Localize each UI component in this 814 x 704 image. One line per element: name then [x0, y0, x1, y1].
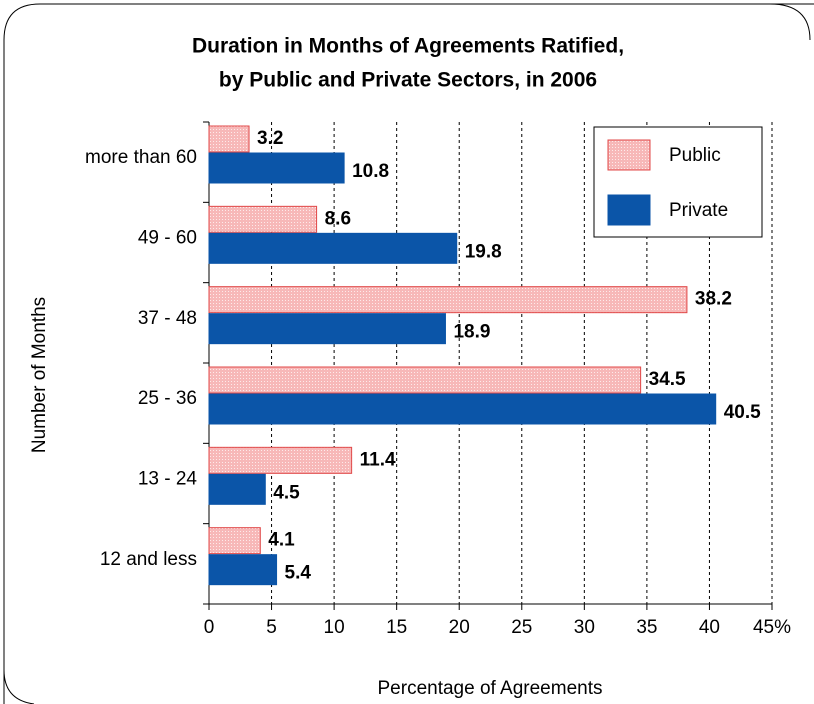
bar	[208, 286, 688, 314]
value-label: 34.5	[649, 369, 686, 390]
bar	[208, 527, 261, 555]
value-label: 11.4	[360, 449, 396, 470]
y-tick-label: 25 - 36	[138, 388, 197, 409]
bar	[208, 313, 446, 345]
x-tick-label: 35	[636, 617, 657, 638]
y-tick-label: 49 - 60	[138, 228, 197, 249]
bar	[208, 152, 345, 184]
legend-swatch	[607, 139, 651, 171]
y-tick-label: 12 and less	[100, 549, 197, 570]
value-label: 19.8	[465, 241, 502, 262]
legend-label: Private	[669, 200, 728, 221]
chart-title: by Public and Private Sectors, in 2006	[219, 69, 597, 92]
x-tick-label: 0	[204, 617, 215, 638]
bar	[208, 125, 250, 153]
value-label: 38.2	[695, 289, 732, 310]
x-axis-label: Percentage of Agreements	[378, 678, 603, 699]
y-tick-label: more than 60	[85, 147, 197, 168]
bar	[208, 366, 642, 394]
value-label: 10.8	[352, 161, 389, 182]
x-tick-label: 15	[386, 617, 407, 638]
bar	[208, 232, 458, 264]
frame-corner	[769, 3, 811, 41]
value-label: 5.4	[285, 563, 312, 584]
value-label: 8.6	[325, 208, 351, 229]
y-tick-label: 13 - 24	[138, 469, 198, 490]
x-tick-label: 40	[699, 617, 720, 638]
y-tick-label: 37 - 48	[138, 308, 197, 329]
x-tick-label: 45%	[753, 617, 791, 638]
frame	[3, 3, 814, 704]
bar	[208, 205, 318, 233]
y-axis-label: Number of Months	[29, 297, 50, 453]
x-tick-label: 5	[266, 617, 277, 638]
value-label: 18.9	[453, 322, 490, 343]
bar	[208, 446, 353, 474]
legend-swatch	[607, 194, 651, 226]
chart-title: Duration in Months of Agreements Ratifie…	[192, 35, 624, 58]
frame-corner	[3, 669, 35, 704]
x-tick-label: 20	[449, 617, 470, 638]
legend-label: Public	[669, 145, 721, 166]
value-label: 40.5	[724, 402, 761, 423]
x-tick-label: 30	[574, 617, 595, 638]
value-label: 3.2	[257, 128, 283, 149]
value-label: 4.5	[273, 482, 300, 503]
x-tick-label: 10	[324, 617, 345, 638]
value-label: 4.1	[268, 530, 295, 551]
bar	[208, 473, 266, 505]
bar	[208, 393, 717, 425]
x-tick-label: 25	[511, 617, 532, 638]
bar	[208, 554, 278, 586]
